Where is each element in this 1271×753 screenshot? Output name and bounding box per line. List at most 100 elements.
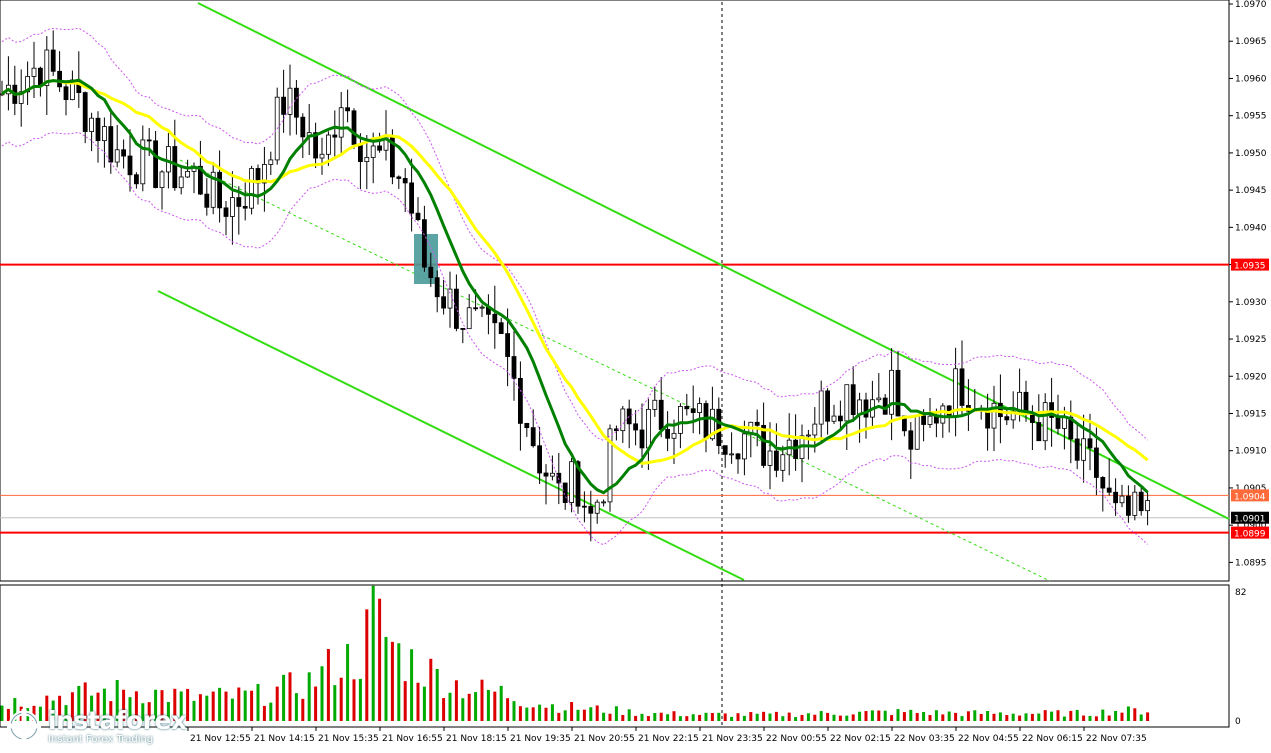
candle-body bbox=[652, 399, 658, 410]
candle-body bbox=[895, 369, 901, 417]
volume-bar bbox=[198, 694, 202, 721]
volume-bar bbox=[102, 688, 106, 721]
candle-body bbox=[140, 139, 146, 185]
candle-body bbox=[889, 369, 894, 415]
candle-body bbox=[127, 155, 133, 176]
volume-bar bbox=[813, 714, 817, 721]
candle-body bbox=[575, 461, 581, 507]
candle-body bbox=[1036, 422, 1042, 442]
candle-body bbox=[1126, 495, 1131, 516]
level-label-box bbox=[1231, 511, 1269, 524]
candle-body bbox=[825, 390, 830, 422]
candle-body bbox=[1132, 491, 1138, 516]
volume-panel bbox=[0, 584, 1230, 728]
volume-bar bbox=[422, 686, 426, 721]
candle-body bbox=[844, 384, 850, 422]
volume-bar bbox=[1082, 715, 1086, 721]
price-tick-label: 1.0945 bbox=[1235, 186, 1267, 196]
volume-bar bbox=[915, 713, 919, 721]
volume-bar bbox=[634, 715, 638, 721]
volume-bar bbox=[525, 707, 529, 721]
volume-bar bbox=[224, 691, 228, 721]
volume-bar bbox=[614, 706, 618, 721]
volume-bar bbox=[371, 585, 375, 721]
candle-body bbox=[761, 424, 766, 466]
candle-body bbox=[1087, 438, 1093, 449]
candle-body bbox=[345, 107, 351, 112]
volume-bar bbox=[506, 698, 510, 721]
volume-bar bbox=[640, 713, 644, 721]
volume-tick-label: 82 bbox=[1235, 588, 1246, 598]
volume-bar bbox=[480, 679, 484, 721]
volume-bar bbox=[1146, 712, 1150, 721]
volume-bar bbox=[1024, 713, 1028, 721]
price-tick-label: 1.0900 bbox=[1235, 521, 1267, 531]
time-tick-label: 21 Nov 20:55 bbox=[574, 734, 635, 744]
volume-bar bbox=[275, 686, 279, 721]
volume-bar bbox=[621, 715, 625, 721]
level-label: 1.0899 bbox=[1234, 530, 1266, 540]
volume-bar bbox=[115, 679, 119, 721]
candle-body bbox=[562, 482, 568, 503]
price-tick-label: 1.0930 bbox=[1235, 298, 1267, 308]
candle-body bbox=[377, 145, 383, 151]
volume-bar bbox=[653, 712, 657, 721]
candle-body bbox=[447, 288, 453, 309]
candle-body bbox=[850, 384, 856, 415]
trend-line-mid bbox=[179, 159, 1051, 582]
candle-body bbox=[31, 67, 37, 77]
volume-bar bbox=[166, 702, 170, 721]
price-tick-label: 1.0950 bbox=[1235, 149, 1267, 159]
volume-bar bbox=[781, 716, 785, 721]
volume-bar bbox=[314, 686, 318, 721]
candle-body bbox=[434, 277, 440, 298]
envelope-upper bbox=[1, 27, 1148, 442]
volume-bar bbox=[1011, 713, 1015, 721]
candle-body bbox=[658, 399, 664, 430]
candle-body bbox=[1100, 477, 1106, 489]
candle-body bbox=[338, 107, 344, 138]
candle-body bbox=[133, 174, 139, 185]
candle-body bbox=[1138, 491, 1144, 512]
candle-body bbox=[639, 429, 645, 449]
candle-body bbox=[524, 422, 530, 429]
volume-bar bbox=[6, 708, 10, 721]
candle-body bbox=[249, 168, 255, 209]
moving-average-yellow bbox=[1, 79, 1149, 465]
volume-bar bbox=[301, 698, 305, 721]
volume-bar bbox=[467, 693, 471, 721]
candle-body bbox=[742, 433, 747, 460]
volume-bar bbox=[538, 704, 542, 721]
volume-bar bbox=[589, 707, 593, 721]
volume-bar bbox=[518, 706, 522, 721]
candle-body bbox=[505, 333, 511, 357]
volume-bar bbox=[1030, 713, 1034, 721]
candle-body bbox=[716, 408, 722, 447]
price-tick-label: 1.0955 bbox=[1235, 112, 1267, 122]
volume-bar bbox=[1018, 715, 1022, 721]
volume-bar bbox=[109, 701, 113, 721]
volume-bar bbox=[762, 711, 766, 721]
volume-bar bbox=[672, 711, 676, 721]
volume-bar bbox=[96, 692, 100, 721]
candle-body bbox=[82, 92, 88, 132]
time-tick-label: 22 Nov 03:35 bbox=[894, 734, 955, 744]
volume-bar bbox=[922, 711, 926, 721]
volume-bar bbox=[320, 666, 324, 721]
candle-body bbox=[357, 144, 363, 162]
candle-body bbox=[428, 266, 434, 279]
volume-bar bbox=[1139, 714, 1143, 721]
candle-body bbox=[927, 415, 933, 425]
price-tick-label: 1.0970 bbox=[1235, 0, 1267, 10]
candle-body bbox=[1004, 416, 1010, 421]
envelope-lower bbox=[1, 131, 1148, 546]
volume-bar bbox=[659, 712, 663, 721]
brand-logo: instaforex Instant Forex Trading bbox=[0, 702, 187, 749]
candle-body bbox=[537, 445, 542, 474]
candle-body bbox=[780, 454, 786, 471]
candle-body bbox=[1062, 416, 1067, 429]
candle-body bbox=[767, 450, 773, 466]
volume-bar bbox=[294, 693, 298, 721]
volume-bar bbox=[768, 713, 772, 721]
